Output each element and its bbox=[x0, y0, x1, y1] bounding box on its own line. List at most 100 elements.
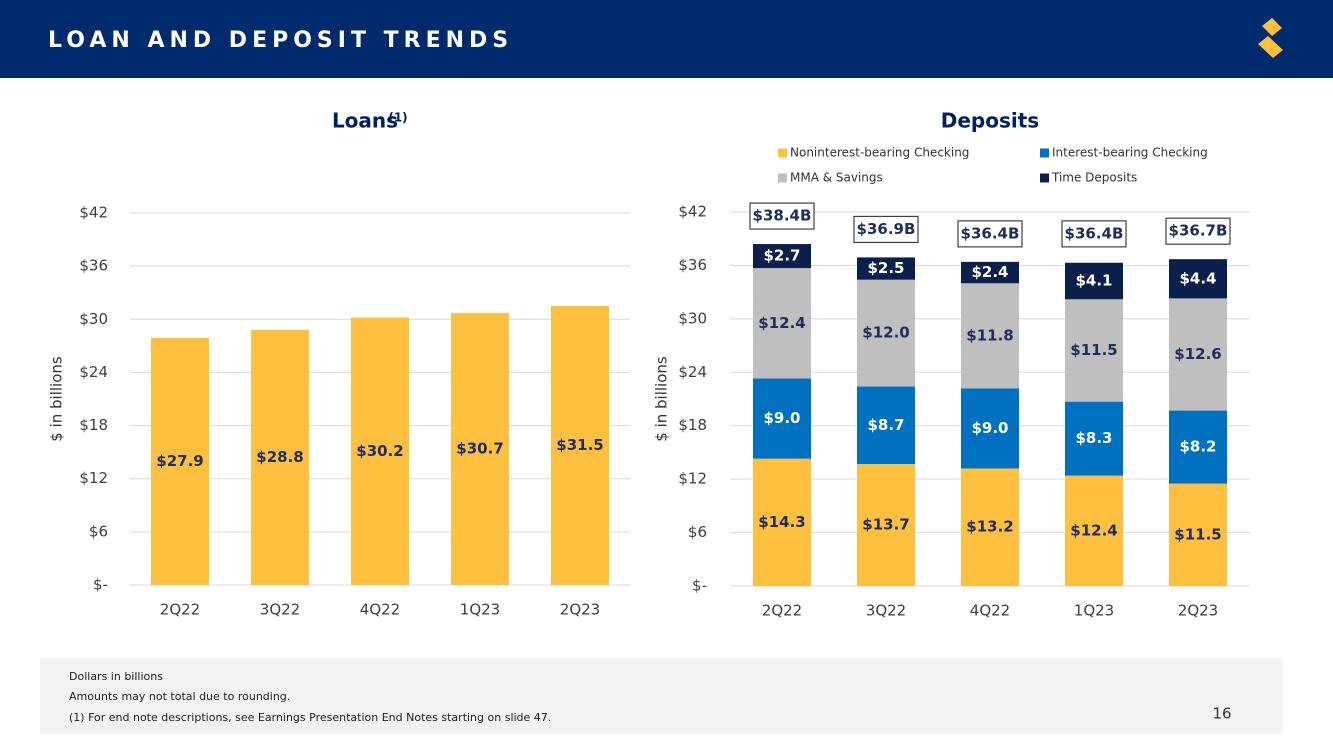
x-tick-label: 4Q22 bbox=[970, 602, 1010, 620]
total-label: $36.4B bbox=[961, 224, 1020, 242]
legend-label: Noninterest-bearing Checking bbox=[790, 146, 969, 160]
legend-swatch bbox=[778, 173, 787, 183]
x-tick-label: 4Q22 bbox=[360, 601, 400, 619]
footer-note: Amounts may not total due to rounding. bbox=[69, 690, 290, 703]
y-tick-label: $12 bbox=[678, 470, 707, 488]
y-tick-label: $36 bbox=[79, 257, 108, 275]
bar-segment bbox=[1065, 401, 1123, 476]
x-tick-label: 1Q23 bbox=[1074, 602, 1114, 620]
value-label: $8.3 bbox=[1075, 429, 1112, 447]
value-label: $12.4 bbox=[1070, 521, 1117, 539]
bar-segment bbox=[753, 458, 811, 586]
legend-swatch bbox=[1040, 148, 1049, 158]
x-tick-label: 2Q23 bbox=[1178, 602, 1218, 620]
legend-swatch bbox=[778, 148, 787, 158]
value-label: $27.9 bbox=[156, 452, 203, 470]
value-label: $12.0 bbox=[862, 324, 909, 342]
x-tick-label: 2Q23 bbox=[560, 601, 600, 619]
value-label: $14.3 bbox=[758, 513, 805, 531]
y-axis-label: $ in billions bbox=[48, 356, 66, 442]
value-label: $31.5 bbox=[556, 436, 603, 454]
footer-box bbox=[40, 658, 1283, 734]
y-tick-label: $- bbox=[93, 576, 108, 594]
legend-label: Interest-bearing Checking bbox=[1052, 146, 1208, 160]
bar-segment bbox=[961, 261, 1019, 284]
y-axis-label: $ in billions bbox=[653, 356, 671, 442]
value-label: $12.6 bbox=[1174, 345, 1221, 363]
bar-segment bbox=[961, 468, 1019, 586]
value-label: $9.0 bbox=[971, 419, 1008, 437]
bar bbox=[451, 313, 509, 585]
bar-segment bbox=[753, 378, 811, 459]
total-box bbox=[749, 202, 815, 230]
value-label: $8.2 bbox=[1179, 438, 1216, 456]
bar-segment bbox=[1065, 299, 1123, 402]
x-tick-label: 2Q22 bbox=[762, 602, 802, 620]
slide-title: LOAN AND DEPOSIT TRENDS bbox=[48, 28, 513, 53]
total-label: $36.9B bbox=[857, 220, 916, 238]
bar-segment bbox=[857, 464, 915, 586]
footer-note: (1) For end note descriptions, see Earni… bbox=[69, 711, 551, 724]
bar bbox=[151, 337, 209, 585]
bar bbox=[251, 329, 309, 585]
bar-segment bbox=[1065, 262, 1123, 300]
value-label: $2.5 bbox=[867, 259, 904, 277]
value-label: $4.1 bbox=[1075, 272, 1112, 290]
chart-title: Deposits bbox=[941, 109, 1039, 133]
legend-label: MMA & Savings bbox=[790, 171, 883, 185]
y-tick-label: $12 bbox=[79, 469, 108, 487]
chart-title: Loans bbox=[332, 109, 398, 133]
y-tick-label: $6 bbox=[688, 523, 707, 541]
bar-segment bbox=[857, 279, 915, 387]
total-label: $38.4B bbox=[753, 207, 812, 225]
value-label: $30.2 bbox=[356, 442, 403, 460]
bar-segment bbox=[1065, 475, 1123, 586]
bar-segment bbox=[1169, 483, 1227, 586]
value-label: $11.5 bbox=[1070, 341, 1117, 359]
bar-segment bbox=[753, 244, 811, 269]
legend-label: Time Deposits bbox=[1051, 171, 1137, 185]
value-label: $4.4 bbox=[1179, 269, 1216, 287]
x-tick-label: 3Q22 bbox=[866, 602, 906, 620]
legend-swatch bbox=[1040, 173, 1049, 183]
bar-segment bbox=[1169, 410, 1227, 484]
x-tick-label: 2Q22 bbox=[160, 601, 200, 619]
y-tick-label: $- bbox=[692, 577, 707, 595]
y-tick-label: $36 bbox=[678, 256, 707, 274]
bar-segment bbox=[961, 388, 1019, 469]
y-tick-label: $24 bbox=[678, 363, 707, 381]
bar-segment bbox=[1169, 298, 1227, 411]
y-tick-label: $6 bbox=[89, 522, 108, 540]
value-label: $13.2 bbox=[966, 518, 1013, 536]
bar-segment bbox=[961, 283, 1019, 389]
bar-segment bbox=[753, 268, 811, 379]
logo bbox=[1258, 18, 1283, 58]
value-label: $28.8 bbox=[256, 448, 303, 466]
total-box bbox=[957, 220, 1023, 248]
y-tick-label: $42 bbox=[678, 203, 707, 221]
value-label: $2.7 bbox=[763, 247, 800, 265]
bar-segment bbox=[857, 386, 915, 465]
x-tick-label: 3Q22 bbox=[260, 601, 300, 619]
y-tick-label: $24 bbox=[79, 363, 108, 381]
total-box bbox=[853, 215, 919, 244]
total-box bbox=[1061, 220, 1127, 248]
value-label: $8.7 bbox=[867, 416, 904, 434]
y-tick-label: $42 bbox=[79, 204, 108, 222]
x-tick-label: 1Q23 bbox=[460, 601, 500, 619]
total-box bbox=[1165, 217, 1231, 245]
header-bar bbox=[0, 0, 1333, 78]
value-label: $9.0 bbox=[763, 409, 800, 427]
y-tick-label: $18 bbox=[79, 416, 108, 434]
y-tick-label: $30 bbox=[79, 310, 108, 328]
total-label: $36.4B bbox=[1065, 224, 1124, 242]
value-label: $2.4 bbox=[971, 263, 1008, 281]
page-number: 16 bbox=[1212, 705, 1231, 723]
bar-segment bbox=[857, 257, 915, 280]
bar-segment bbox=[1169, 259, 1227, 299]
bar bbox=[351, 317, 409, 585]
value-label: $30.7 bbox=[456, 440, 503, 458]
footer-note: Dollars in billions bbox=[69, 670, 163, 683]
bar bbox=[551, 306, 609, 585]
